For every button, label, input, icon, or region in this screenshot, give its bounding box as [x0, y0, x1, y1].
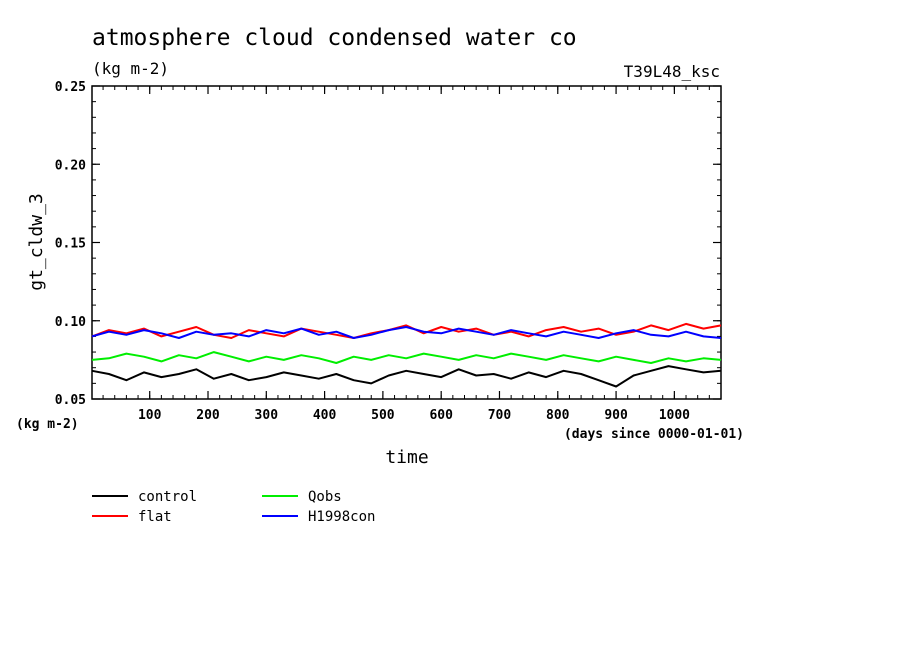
x-tick-label: 900	[604, 408, 628, 423]
chart-title: atmosphere cloud condensed water co	[92, 25, 577, 51]
minor-ticks	[92, 86, 721, 399]
x-tick-label: 400	[313, 408, 337, 423]
x-axis-unit: (days since 0000-01-01)	[564, 427, 744, 442]
x-tick-label: 700	[488, 408, 512, 423]
chart-subtitle: (kg m-2)	[92, 59, 169, 78]
y-tick-label: 0.05	[55, 393, 86, 408]
x-tick-label: 300	[255, 408, 279, 423]
legend-label: flat	[138, 509, 172, 525]
series-line-flat	[91, 322, 722, 339]
tick-layer: 100 200 300 400 500 600 700 800 900 1000 0.05 0.10 0…	[55, 80, 721, 423]
run-label: T39L48_ksc	[624, 62, 720, 81]
legend-label: control	[138, 489, 197, 505]
legend-label: H1998con	[308, 509, 375, 525]
y-tick-label: 0.25	[55, 80, 86, 95]
x-tick-label: 100	[138, 408, 162, 423]
y-tick-label: 0.15	[55, 237, 86, 252]
plot-area: 100 200 300 400 500 600 700 800 900 1000 0.05 0.10 0…	[55, 80, 722, 423]
legend: control flat Qobs H1998con	[92, 489, 375, 525]
plot-frame	[91, 85, 722, 400]
x-axis-label: time	[385, 447, 428, 468]
series-line-control	[91, 365, 722, 388]
x-tick-label: 200	[196, 408, 220, 423]
x-tick-label: 1000	[659, 408, 690, 423]
series-layer	[91, 322, 722, 388]
y-axis-label: gt_cldw_3	[26, 193, 47, 291]
y-tick-label: 0.20	[55, 158, 86, 173]
y-tick-label: 0.10	[55, 315, 86, 330]
legend-label: Qobs	[308, 489, 342, 505]
x-tick-label: 600	[429, 408, 453, 423]
y-axis-unit: (kg m-2)	[16, 417, 79, 432]
x-tick-label: 500	[371, 408, 395, 423]
x-tick-label: 800	[546, 408, 570, 423]
series-line-qobs	[91, 351, 722, 364]
series-line-h1998con	[91, 326, 722, 339]
